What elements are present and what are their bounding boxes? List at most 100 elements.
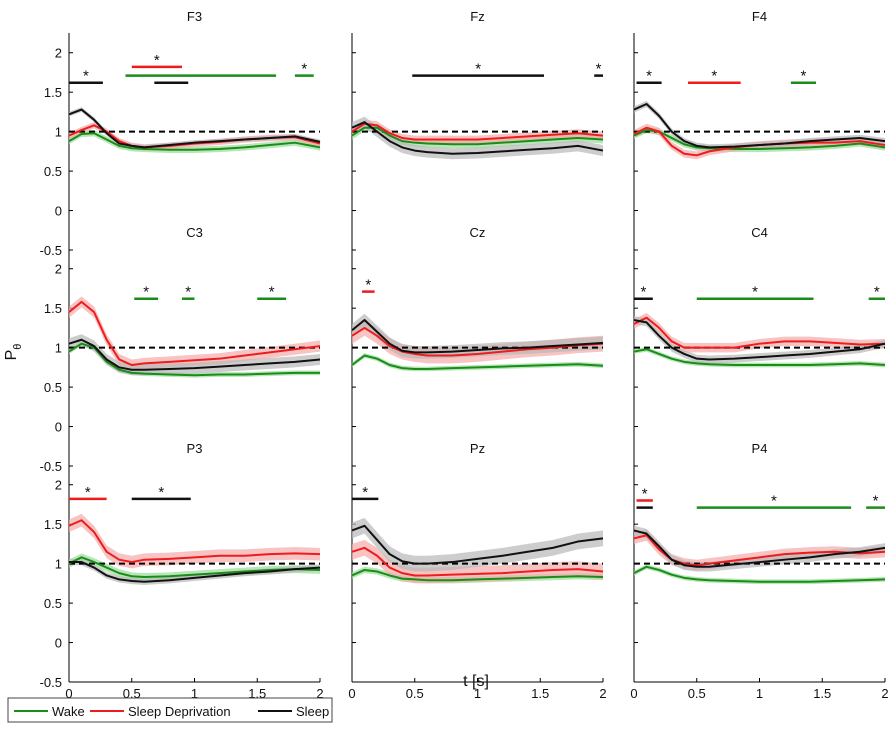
series-line-sleep-deprivation bbox=[633, 316, 886, 349]
panel-title: C4 bbox=[751, 225, 768, 240]
series-line-sleep-deprivation bbox=[351, 546, 604, 577]
ci-band-sleep-deprivation bbox=[352, 539, 603, 584]
series-line-wake bbox=[351, 568, 604, 582]
ci-band-sleep bbox=[634, 525, 885, 572]
significance-star: * bbox=[269, 284, 275, 301]
significance-star: * bbox=[301, 61, 307, 78]
series-line-sleep bbox=[351, 121, 604, 155]
significance-star: * bbox=[475, 61, 481, 78]
series-line-sleep bbox=[633, 529, 886, 568]
x-tick-label: 1.5 bbox=[813, 686, 831, 701]
ci-band-sleep-deprivation bbox=[634, 529, 885, 571]
significance-star: * bbox=[646, 68, 652, 85]
series-line-wake bbox=[633, 348, 886, 366]
x-tick-label: 0 bbox=[65, 686, 72, 701]
x-tick-label: 1.5 bbox=[531, 686, 549, 701]
significance-star: * bbox=[154, 52, 160, 69]
significance-star: * bbox=[711, 68, 717, 85]
ci-band-sleep bbox=[634, 100, 885, 151]
series-line-wake bbox=[68, 132, 321, 151]
y-axis-label-main: P bbox=[3, 350, 20, 361]
y-tick-label: 1 bbox=[55, 125, 62, 140]
ci-band-sleep-deprivation bbox=[69, 513, 320, 569]
series-line-sleep bbox=[351, 319, 604, 354]
y-tick-label: 2 bbox=[55, 262, 62, 277]
panels-grid: F3-0.500.511.52***Fz* *F4* * *C3-0.500.511.… bbox=[40, 9, 889, 701]
y-axis-label-subscript: θ bbox=[12, 344, 24, 350]
series-line-sleep-deprivation bbox=[351, 326, 604, 357]
y-tick-label: 2 bbox=[55, 478, 62, 493]
significance-star: * bbox=[365, 277, 371, 294]
panel-title: Fz bbox=[470, 9, 484, 24]
significance-star: * bbox=[642, 486, 648, 503]
panel-title: P4 bbox=[752, 441, 768, 456]
series-line-sleep bbox=[351, 524, 604, 565]
panel-title: Cz bbox=[470, 225, 486, 240]
y-tick-label: -0.5 bbox=[40, 675, 62, 690]
y-axis-label: Pθ bbox=[3, 344, 24, 361]
series-line-sleep bbox=[633, 319, 886, 361]
significance-star: * bbox=[596, 61, 602, 78]
series-line-wake bbox=[68, 556, 321, 579]
x-tick-label: 0 bbox=[630, 686, 637, 701]
panel-f3: F3 -0.5 0 0.5 1 1.5 2 * * * bbox=[40, 9, 321, 258]
panel-pz: Pz 0 0.5 1 1.5 2 * bbox=[348, 441, 606, 701]
panel-cz: Cz * bbox=[351, 225, 604, 467]
ci-band-sleep-deprivation bbox=[69, 296, 320, 371]
panel-fz: Fz * * bbox=[351, 9, 604, 251]
y-tick-label: 0 bbox=[55, 636, 62, 651]
ci-band-sleep bbox=[352, 517, 603, 572]
ci-band-sleep-deprivation bbox=[69, 122, 320, 151]
x-tick-label: 2 bbox=[881, 686, 888, 701]
ci-band-wake bbox=[69, 341, 320, 378]
panel-c4: C4 * * * bbox=[633, 225, 886, 467]
series-line-sleep-deprivation bbox=[633, 126, 886, 157]
y-tick-label: 0.5 bbox=[44, 380, 62, 395]
y-tick-label: 2 bbox=[55, 46, 62, 61]
x-axis-label: t [s] bbox=[463, 673, 489, 690]
y-axis-title: Pθ bbox=[3, 344, 24, 361]
significance-star: * bbox=[185, 284, 191, 301]
y-tick-label: 1.5 bbox=[44, 85, 62, 100]
y-tick-label: 0.5 bbox=[44, 164, 62, 179]
significance-star: * bbox=[85, 484, 91, 501]
ci-band-sleep-deprivation bbox=[634, 123, 885, 160]
significance-star: * bbox=[362, 484, 368, 501]
significance-star: * bbox=[83, 68, 89, 85]
significance-star: * bbox=[143, 284, 149, 301]
significance-star: * bbox=[752, 284, 758, 301]
series-line-sleep bbox=[68, 338, 321, 371]
series-line-sleep-deprivation bbox=[351, 122, 604, 141]
y-tick-label: 1.5 bbox=[44, 301, 62, 316]
y-tick-label: 0 bbox=[55, 420, 62, 435]
series-line-sleep bbox=[68, 108, 321, 149]
series-line-sleep bbox=[633, 103, 886, 149]
panel-title: F3 bbox=[187, 9, 202, 24]
series-line-sleep bbox=[69, 561, 321, 583]
x-tick-label: 0 bbox=[348, 686, 355, 701]
ci-band-wake bbox=[352, 353, 603, 372]
series-line-sleep-deprivation bbox=[633, 534, 886, 567]
y-tick-label: 1.5 bbox=[44, 517, 62, 532]
panel-c3: C3 -0.5 0 0.5 1 1.5 2 * * * bbox=[40, 225, 321, 474]
panel-title: C3 bbox=[186, 225, 203, 240]
x-tick-label: 2 bbox=[316, 686, 323, 701]
x-tick-label: 2 bbox=[599, 686, 606, 701]
y-tick-label: -0.5 bbox=[40, 243, 62, 258]
series-line-sleep-deprivation bbox=[68, 519, 321, 564]
panel-title: Pz bbox=[470, 441, 485, 456]
series-line-sleep-deprivation bbox=[68, 300, 321, 366]
x-tick-label: 1 bbox=[191, 686, 198, 701]
legend-label-sleep-deprivation: Sleep Deprivation bbox=[128, 704, 231, 719]
panel-title: F4 bbox=[752, 9, 767, 24]
series-line-wake bbox=[633, 565, 886, 583]
y-tick-label: 0.5 bbox=[44, 596, 62, 611]
y-tick-label: 0 bbox=[55, 204, 62, 219]
y-tick-label: -0.5 bbox=[40, 459, 62, 474]
x-tick-label: 0.5 bbox=[123, 686, 141, 701]
x-tick-label: 0.5 bbox=[406, 686, 424, 701]
legend-label-sleep: Sleep bbox=[296, 704, 329, 719]
significance-star: * bbox=[771, 493, 777, 510]
ci-band-sleep-deprivation bbox=[352, 119, 603, 144]
